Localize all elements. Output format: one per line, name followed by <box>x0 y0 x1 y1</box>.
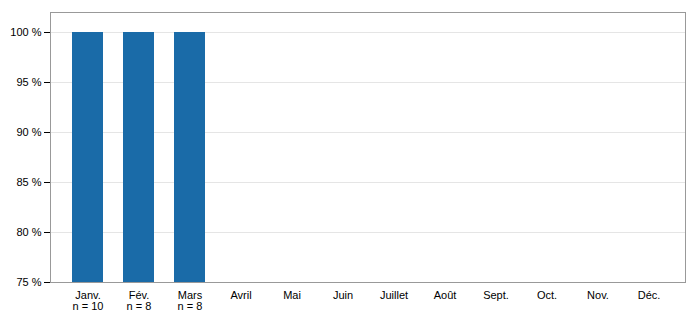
svg-text:Marsn = 8: Marsn = 8 <box>178 289 203 312</box>
svg-text:Fév.n = 8: Fév.n = 8 <box>127 289 152 312</box>
svg-text:100 %: 100 % <box>10 26 41 38</box>
svg-text:Janv.n = 10: Janv.n = 10 <box>73 289 104 312</box>
svg-text:95 %: 95 % <box>16 76 41 88</box>
svg-text:Sept.: Sept. <box>483 289 509 301</box>
svg-text:Juin: Juin <box>333 289 353 301</box>
svg-text:90 %: 90 % <box>16 126 41 138</box>
svg-text:85 %: 85 % <box>16 176 41 188</box>
svg-text:Avril: Avril <box>230 289 251 301</box>
svg-text:80 %: 80 % <box>16 226 41 238</box>
svg-text:Mai: Mai <box>283 289 301 301</box>
svg-text:Juillet: Juillet <box>380 289 408 301</box>
svg-text:Nov.: Nov. <box>587 289 609 301</box>
svg-text:Août: Août <box>434 289 457 301</box>
svg-text:Oct.: Oct. <box>537 289 557 301</box>
svg-text:Déc.: Déc. <box>638 289 661 301</box>
svg-text:75 %: 75 % <box>16 276 41 288</box>
